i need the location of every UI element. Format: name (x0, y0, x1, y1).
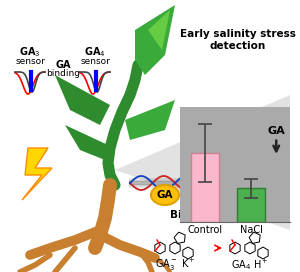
Text: GA$_4$: GA$_4$ (84, 45, 106, 59)
Polygon shape (55, 75, 110, 125)
Text: GA$_4$ H$^+$: GA$_4$ H$^+$ (231, 258, 269, 272)
Text: Bioactive GAs: Bioactive GAs (169, 210, 250, 220)
Bar (191, 153, 219, 222)
Polygon shape (65, 125, 108, 160)
Text: GA$_3$: GA$_3$ (19, 45, 41, 59)
Ellipse shape (151, 185, 179, 205)
Polygon shape (22, 148, 52, 200)
Text: Early salinity stress
detection: Early salinity stress detection (180, 29, 296, 51)
Text: binding: binding (46, 69, 80, 78)
Text: GA: GA (267, 126, 285, 136)
Bar (237, 188, 265, 222)
Text: GA: GA (55, 60, 71, 70)
Ellipse shape (190, 151, 220, 173)
Text: sensor: sensor (80, 57, 110, 66)
Polygon shape (125, 100, 175, 140)
Polygon shape (135, 5, 175, 75)
Polygon shape (148, 10, 170, 50)
Text: GA: GA (196, 157, 214, 167)
Text: GA: GA (157, 190, 173, 200)
Text: GA$_3^-$ K$^+$: GA$_3^-$ K$^+$ (154, 257, 195, 272)
Polygon shape (115, 95, 290, 230)
Text: sensor: sensor (15, 57, 45, 66)
